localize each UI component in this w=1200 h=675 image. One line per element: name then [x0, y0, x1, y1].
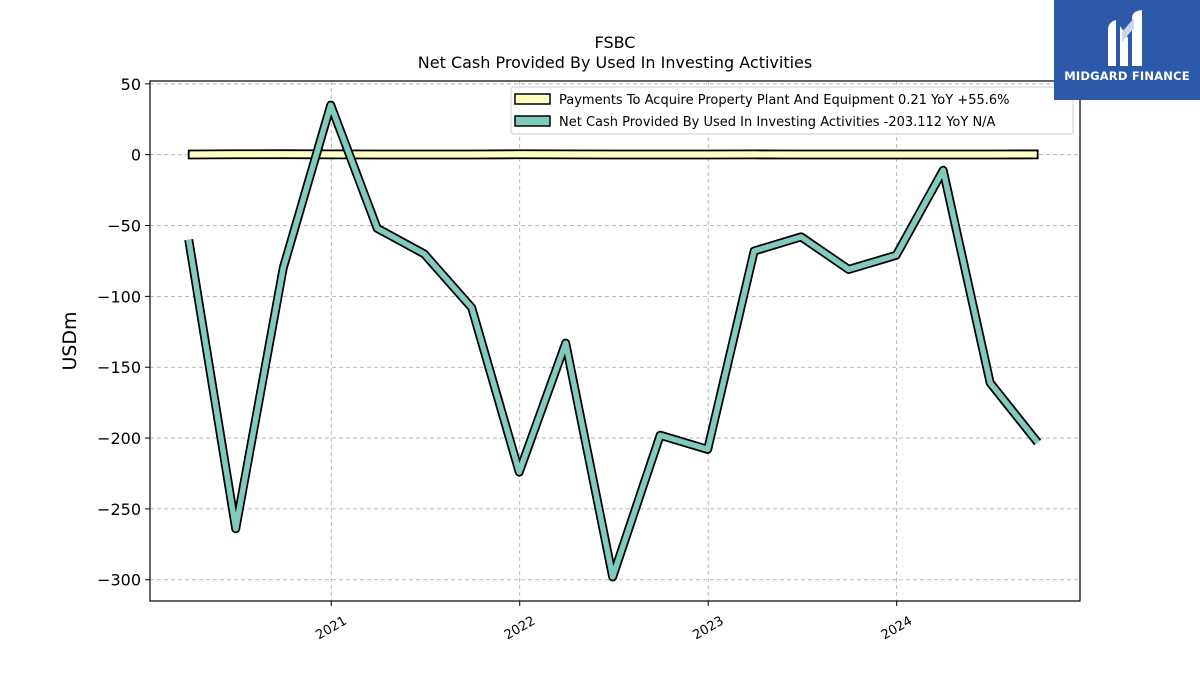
y-axis: 50 0 −50 −100 −150 −200 −250 −300 — [97, 75, 150, 590]
series-layer — [184, 100, 1042, 582]
x-tick-label: 2021 — [313, 614, 349, 644]
legend-box — [510, 86, 1074, 135]
y-tick-label: −300 — [97, 571, 141, 590]
x-tick-label: 2023 — [690, 614, 726, 644]
legend: Payments To Acquire Property Plant And E… — [510, 86, 1074, 135]
x-axis: 2021 2022 2023 2024 — [313, 601, 915, 643]
plot-frame — [149, 80, 1081, 602]
legend-label-payments: Payments To Acquire Property Plant And E… — [559, 93, 1010, 108]
y-tick-label: −150 — [97, 358, 141, 377]
legend-label-net-cash: Net Cash Provided By Used In Investing A… — [559, 115, 996, 130]
legend-swatch-net-cash — [514, 115, 551, 127]
midgard-logo-icon — [1108, 10, 1142, 66]
brand-name: MIDGARD FINANCE — [1064, 69, 1190, 83]
y-tick-label: −50 — [107, 217, 141, 236]
x-tick-label: 2022 — [502, 614, 538, 644]
series-line-payments — [187, 149, 1039, 160]
brand-logo: MIDGARD FINANCE — [1054, 0, 1200, 100]
x-tick-label: 2024 — [879, 614, 915, 644]
chart-title: FSBC — [595, 33, 636, 52]
y-tick-label: −200 — [97, 429, 141, 448]
y-axis-label: USDm — [59, 311, 81, 370]
y-tick-label: 50 — [121, 75, 141, 94]
chart-subtitle: Net Cash Provided By Used In Investing A… — [418, 53, 812, 72]
y-tick-label: −100 — [97, 287, 141, 306]
series-line-net-cash — [186, 102, 1040, 580]
y-tick-label: −250 — [97, 500, 141, 519]
series-line-net-cash-outline — [184, 100, 1042, 582]
y-tick-label: 0 — [131, 146, 141, 165]
legend-swatch-payments — [514, 93, 551, 105]
